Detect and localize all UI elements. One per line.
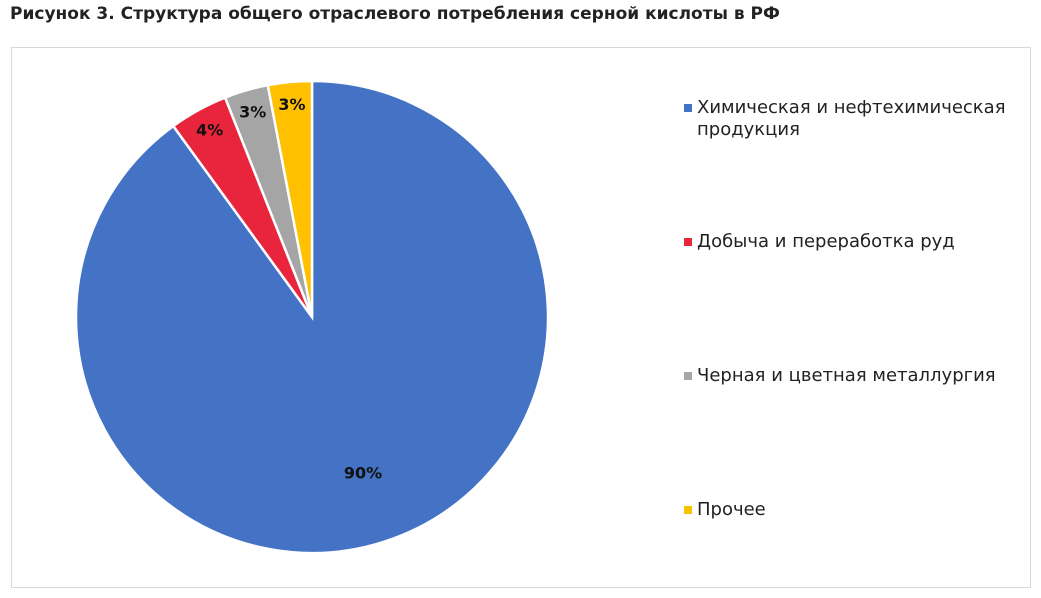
data-label: 4% <box>196 120 223 139</box>
pie-slice <box>266 79 314 318</box>
legend-marker <box>684 238 692 246</box>
data-label: 3% <box>278 95 305 114</box>
legend-label: Добыча и переработка руд <box>697 231 955 252</box>
data-label: 90% <box>344 464 382 483</box>
chart-title: Рисунок 3. Структура общего отраслевого … <box>10 4 780 24</box>
legend-label: Прочее <box>697 499 766 520</box>
legend-item: Добыча и переработка руд <box>684 231 1012 253</box>
chart-frame <box>11 47 1031 588</box>
legend-label: Химическая и нефтехимическая продукция <box>697 97 1006 140</box>
legend-item: Прочее <box>684 499 1012 521</box>
legend-marker <box>684 104 692 112</box>
legend-item: Черная и цветная металлургия <box>684 365 1012 387</box>
legend-item: Химическая и нефтехимическая продукция <box>684 97 1012 141</box>
legend-label: Черная и цветная металлургия <box>697 365 996 386</box>
legend-marker <box>684 372 692 380</box>
legend-marker <box>684 506 692 514</box>
data-label: 3% <box>239 103 266 122</box>
